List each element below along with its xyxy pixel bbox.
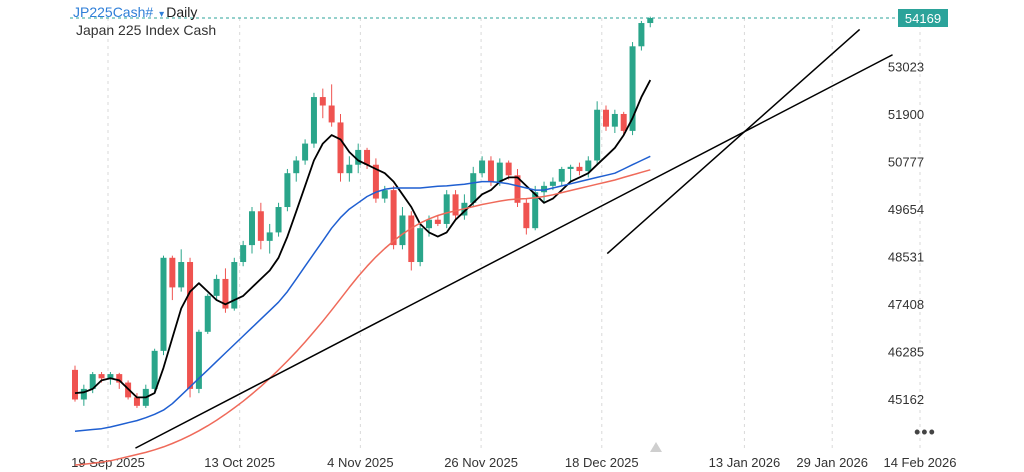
candle-down xyxy=(337,122,344,174)
candle-up xyxy=(178,262,185,288)
x-tick-label: 14 Feb 2026 xyxy=(883,455,956,470)
y-tick-label: 48531 xyxy=(888,249,924,264)
candle-down xyxy=(133,397,140,406)
scroll-marker-icon xyxy=(650,442,662,452)
candle-down xyxy=(328,105,335,123)
candle-up xyxy=(204,295,211,332)
candle-down xyxy=(222,278,229,309)
candle-up xyxy=(195,331,202,389)
candle-up xyxy=(638,23,645,47)
candle-up xyxy=(443,194,450,224)
y-tick-label: 50777 xyxy=(888,154,924,169)
instrument-description: Japan 225 Index Cash xyxy=(76,22,217,38)
candle-up xyxy=(417,228,424,263)
chart-header: JP225Cash# ▾ Daily xyxy=(73,4,197,20)
candle-up xyxy=(249,211,255,246)
candle-up xyxy=(470,173,477,203)
candle-up xyxy=(532,192,539,229)
candle-down xyxy=(116,374,123,383)
current-price-label: 54169 xyxy=(905,11,941,26)
candle-up xyxy=(89,374,96,389)
candle-down xyxy=(514,175,521,203)
y-tick-label: 53023 xyxy=(888,59,924,74)
candle-up xyxy=(240,245,247,263)
candle-down xyxy=(72,369,78,400)
x-tick-label: 13 Jan 2026 xyxy=(709,455,781,470)
trendline xyxy=(135,54,893,449)
candle-up xyxy=(160,257,167,351)
candle-up xyxy=(611,113,618,127)
candle-down xyxy=(505,162,512,176)
candle-down xyxy=(434,219,441,224)
candle-up xyxy=(275,207,282,233)
x-tick-label: 26 Nov 2025 xyxy=(444,455,518,470)
candle-up xyxy=(549,181,556,186)
candle-up xyxy=(541,185,548,193)
candle-up xyxy=(284,173,291,208)
y-tick-label: 47408 xyxy=(888,297,924,312)
candle-up xyxy=(381,190,388,199)
symbol-name[interactable]: JP225Cash# xyxy=(73,4,154,20)
ma-slow-line xyxy=(74,169,651,466)
candle-up xyxy=(107,374,114,379)
candle-down xyxy=(408,215,415,263)
candle-down xyxy=(576,166,583,172)
candle-down xyxy=(364,149,371,165)
candle-up xyxy=(213,278,220,296)
y-tick-label: 51900 xyxy=(888,107,924,122)
candle-down xyxy=(523,202,530,229)
candle-up xyxy=(310,97,317,144)
candle-down xyxy=(372,164,379,199)
candle-up xyxy=(355,149,362,165)
candle-down xyxy=(98,374,105,379)
candle-up xyxy=(80,388,87,400)
trendline xyxy=(606,28,861,255)
y-tick-label: 45162 xyxy=(888,392,924,407)
candle-down xyxy=(187,262,194,389)
timeframe-label[interactable]: Daily xyxy=(166,4,198,20)
ma-fast-line xyxy=(74,79,652,399)
candle-up xyxy=(558,168,565,182)
current-price-badge xyxy=(898,9,948,27)
candle-up xyxy=(567,166,574,169)
more-horizontal-icon[interactable]: ••• xyxy=(914,422,936,442)
candle-up xyxy=(647,18,654,24)
x-tick-label: 13 Oct 2025 xyxy=(204,455,275,470)
candle-down xyxy=(257,211,264,241)
candle-up xyxy=(426,219,432,229)
candle-down xyxy=(390,190,397,246)
candle-up xyxy=(585,160,592,172)
candle-up xyxy=(399,215,406,246)
candle-up xyxy=(496,162,503,182)
candle-down xyxy=(452,194,459,216)
candle-up xyxy=(479,160,486,174)
candle-up xyxy=(151,350,158,389)
candle-down xyxy=(603,109,609,127)
x-tick-label: 19 Sep 2025 xyxy=(71,455,145,470)
candle-up xyxy=(346,164,353,174)
candle-up xyxy=(231,262,238,309)
candle-up xyxy=(293,160,300,174)
x-tick-label: 29 Jan 2026 xyxy=(796,455,868,470)
candle-down xyxy=(169,257,176,288)
y-tick-label: 49654 xyxy=(888,202,924,217)
symbol-dropdown-icon[interactable]: ▾ xyxy=(159,9,165,20)
candle-down xyxy=(487,160,494,182)
x-tick-label: 18 Dec 2025 xyxy=(565,455,639,470)
candle-up xyxy=(629,46,636,131)
candle-down xyxy=(319,97,326,106)
candle-up xyxy=(302,143,309,161)
y-tick-label: 46285 xyxy=(888,344,924,359)
candle-up xyxy=(594,109,601,161)
candle-up xyxy=(266,232,273,241)
x-tick-label: 4 Nov 2025 xyxy=(327,455,394,470)
ma-mid-line xyxy=(74,155,651,432)
candle-down xyxy=(620,113,627,131)
